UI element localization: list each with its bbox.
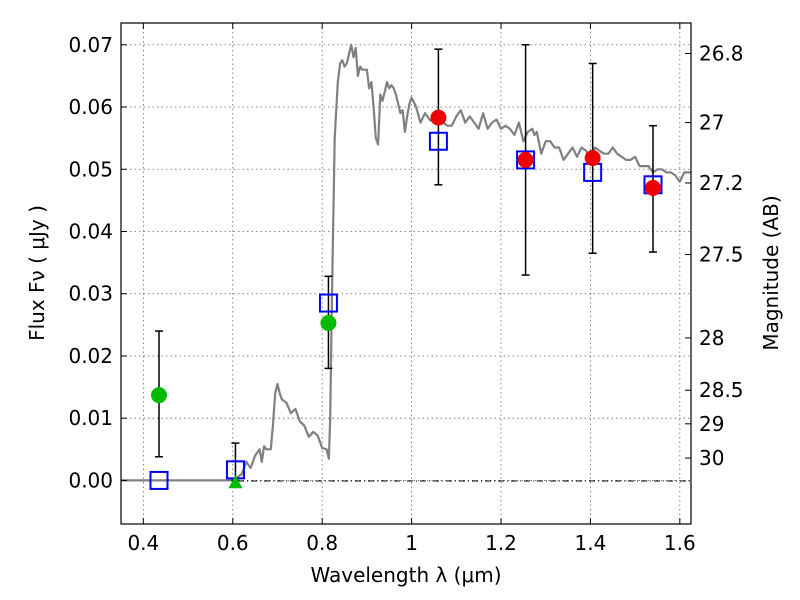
data-point-circle (584, 150, 601, 167)
y-tick-label: 0.06 (68, 95, 113, 119)
data-point-square (428, 131, 448, 151)
ticks: 0.4 0.6 0.8 1 1.2 1.4 1.6 0.00 0.01 0.02 0.03 0.04 0… (68, 23, 744, 555)
data-point-circle (320, 314, 337, 331)
data-point-square (149, 470, 169, 490)
data-point-circle (517, 151, 534, 168)
y2-tick-label: 27.2 (699, 171, 744, 195)
y-tick-label: 0.03 (68, 282, 113, 306)
y-tick-label: 0.04 (68, 219, 113, 243)
x-tick-label: 1.2 (485, 531, 517, 555)
data-point-square (516, 150, 536, 170)
y-tick-label: 0.05 (68, 157, 113, 181)
data-point-triangle (228, 475, 243, 489)
plot-frame (120, 22, 692, 525)
y-axis-label: Flux Fν ( μJy ) (25, 205, 49, 341)
y-tick-label: 0.01 (68, 406, 113, 430)
x-axis-label: Wavelength λ (μm) (310, 563, 501, 587)
y-tick-label: 0.00 (68, 468, 113, 492)
model-sed-line (121, 43, 691, 482)
y2-tick-label: 26.8 (699, 41, 744, 65)
y2-tick-label: 29 (699, 412, 724, 436)
y-tick-label: 0.07 (68, 33, 113, 57)
grid (121, 23, 691, 524)
x-tick-label: 1.4 (575, 531, 607, 555)
data-point-circle (151, 387, 167, 404)
data-point-circle (645, 179, 661, 196)
data-layer (121, 43, 691, 490)
y2-tick-label: 27 (699, 111, 724, 135)
data-point-circle (430, 109, 447, 126)
y2-tick-label: 30 (699, 446, 724, 470)
x-tick-label: 0.8 (306, 531, 338, 555)
x-tick-label: 0.6 (217, 531, 249, 555)
x-tick-label: 1 (405, 531, 418, 555)
data-point-square (318, 293, 338, 313)
y2-tick-label: 28 (699, 326, 724, 350)
y2-tick-label: 27.5 (699, 243, 744, 267)
y-tick-label: 0.02 (68, 344, 113, 368)
y2-axis-label: Magnitude (AB) (759, 195, 783, 350)
x-tick-label: 0.4 (127, 531, 159, 555)
y2-tick-label: 28.5 (699, 378, 744, 402)
x-tick-label: 1.6 (664, 531, 696, 555)
